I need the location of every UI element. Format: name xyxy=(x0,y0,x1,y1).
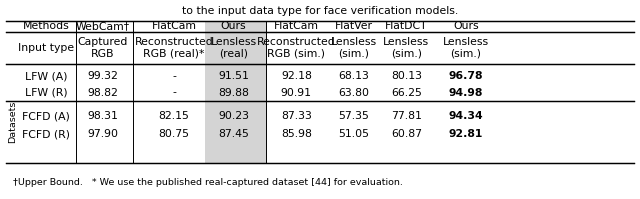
Text: 98.82: 98.82 xyxy=(87,88,118,98)
Text: 87.45: 87.45 xyxy=(218,129,249,139)
Text: 80.75: 80.75 xyxy=(159,129,189,139)
Text: Lensless
(sim.): Lensless (sim.) xyxy=(331,37,377,59)
Text: FCFD (R): FCFD (R) xyxy=(22,129,70,139)
Text: 63.80: 63.80 xyxy=(339,88,369,98)
Text: †Upper Bound.   * We use the published real-captured dataset [44] for evaluation: †Upper Bound. * We use the published rea… xyxy=(13,178,403,187)
Text: Input type: Input type xyxy=(18,43,74,53)
Text: 87.33: 87.33 xyxy=(281,111,312,121)
Text: 68.13: 68.13 xyxy=(339,71,369,81)
Text: 90.23: 90.23 xyxy=(218,111,249,121)
Text: to the input data type for face verification models.: to the input data type for face verifica… xyxy=(182,6,458,16)
Text: Reconstructed
RGB (real)*: Reconstructed RGB (real)* xyxy=(134,37,214,59)
Text: WebCam†: WebCam† xyxy=(76,21,129,31)
Text: Captured
RGB: Captured RGB xyxy=(77,37,127,59)
Text: FlatVer: FlatVer xyxy=(335,21,373,31)
Text: FlatCam: FlatCam xyxy=(152,21,196,31)
Text: Datasets: Datasets xyxy=(8,100,17,142)
Text: -: - xyxy=(172,88,176,98)
Text: -: - xyxy=(172,71,176,81)
Text: 51.05: 51.05 xyxy=(339,129,369,139)
Text: 60.87: 60.87 xyxy=(391,129,422,139)
Text: Lensless
(real): Lensless (real) xyxy=(211,37,257,59)
Text: 66.25: 66.25 xyxy=(391,88,422,98)
Text: Reconstructed
RGB (sim.): Reconstructed RGB (sim.) xyxy=(257,37,336,59)
Text: Lensless
(sim.): Lensless (sim.) xyxy=(443,37,489,59)
Text: Ours: Ours xyxy=(453,21,479,31)
Text: Lensless
(sim.): Lensless (sim.) xyxy=(383,37,429,59)
Text: 98.31: 98.31 xyxy=(87,111,118,121)
Text: 90.91: 90.91 xyxy=(281,88,312,98)
Text: Methods: Methods xyxy=(22,21,70,31)
Text: 94.98: 94.98 xyxy=(449,88,483,98)
Text: LFW (R): LFW (R) xyxy=(25,88,67,98)
Text: 92.81: 92.81 xyxy=(449,129,483,139)
Text: LFW (A): LFW (A) xyxy=(25,71,67,81)
Text: 89.88: 89.88 xyxy=(218,88,249,98)
Text: 92.18: 92.18 xyxy=(281,71,312,81)
Text: Ours: Ours xyxy=(221,21,246,31)
Text: FCFD (A): FCFD (A) xyxy=(22,111,70,121)
Text: 94.34: 94.34 xyxy=(449,111,483,121)
Text: 91.51: 91.51 xyxy=(218,71,249,81)
Text: 99.32: 99.32 xyxy=(87,71,118,81)
Text: 77.81: 77.81 xyxy=(391,111,422,121)
Text: 82.15: 82.15 xyxy=(159,111,189,121)
Text: 97.90: 97.90 xyxy=(87,129,118,139)
Text: FlatCam: FlatCam xyxy=(274,21,319,31)
Text: 85.98: 85.98 xyxy=(281,129,312,139)
Text: 57.35: 57.35 xyxy=(339,111,369,121)
Text: 96.78: 96.78 xyxy=(449,71,483,81)
Text: 80.13: 80.13 xyxy=(391,71,422,81)
Text: FlatDCT: FlatDCT xyxy=(385,21,428,31)
